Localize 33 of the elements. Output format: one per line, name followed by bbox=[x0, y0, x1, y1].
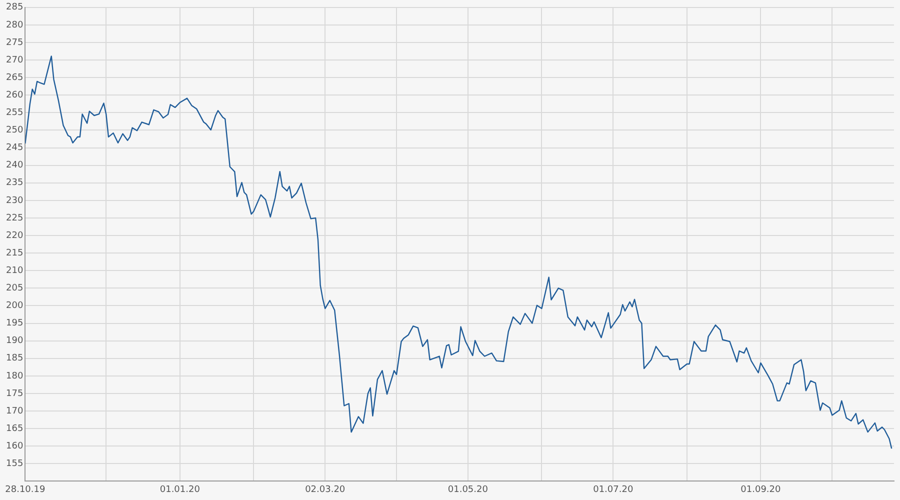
x-tick-label: 01.07.20 bbox=[593, 484, 634, 495]
y-tick-label: 225 bbox=[6, 213, 24, 224]
y-tick-label: 240 bbox=[6, 160, 24, 171]
y-tick-label: 170 bbox=[6, 406, 24, 416]
y-tick-label: 165 bbox=[6, 424, 24, 434]
y-tick-label: 280 bbox=[6, 20, 24, 30]
y-tick-label: 265 bbox=[6, 72, 24, 83]
y-tick-label: 200 bbox=[6, 301, 24, 312]
x-tick-label: 01.09.20 bbox=[740, 484, 782, 495]
y-tick-label: 160 bbox=[6, 441, 24, 452]
y-tick-label: 215 bbox=[6, 248, 24, 258]
y-tick-label: 220 bbox=[6, 230, 24, 241]
y-tick-label: 155 bbox=[6, 458, 24, 469]
y-tick-label: 275 bbox=[6, 38, 24, 48]
x-tick-label: 01.05.20 bbox=[448, 484, 488, 495]
y-tick-label: 250 bbox=[6, 126, 24, 136]
y-tick-label: 210 bbox=[6, 266, 24, 276]
y-tick-label: 255 bbox=[6, 108, 24, 118]
x-tick-label: 02.03.20 bbox=[305, 484, 346, 495]
y-tick-label: 195 bbox=[6, 318, 24, 329]
y-tick-label: 235 bbox=[6, 178, 24, 188]
y-tick-label: 180 bbox=[6, 371, 24, 382]
y-tick-label: 230 bbox=[6, 196, 24, 206]
y-tick-label: 260 bbox=[6, 90, 24, 100]
y-tick-label: 185 bbox=[6, 354, 24, 364]
y-tick-label: 205 bbox=[6, 284, 24, 294]
y-tick-label: 190 bbox=[6, 336, 24, 346]
x-tick-label: 01.01.20 bbox=[160, 484, 200, 495]
x-tick-label: 28.10.19 bbox=[5, 484, 46, 495]
y-tick-label: 270 bbox=[6, 55, 24, 66]
y-tick-label: 245 bbox=[6, 143, 24, 154]
y-tick-label: 285 bbox=[6, 2, 24, 13]
y-tick-label: 175 bbox=[6, 388, 24, 399]
